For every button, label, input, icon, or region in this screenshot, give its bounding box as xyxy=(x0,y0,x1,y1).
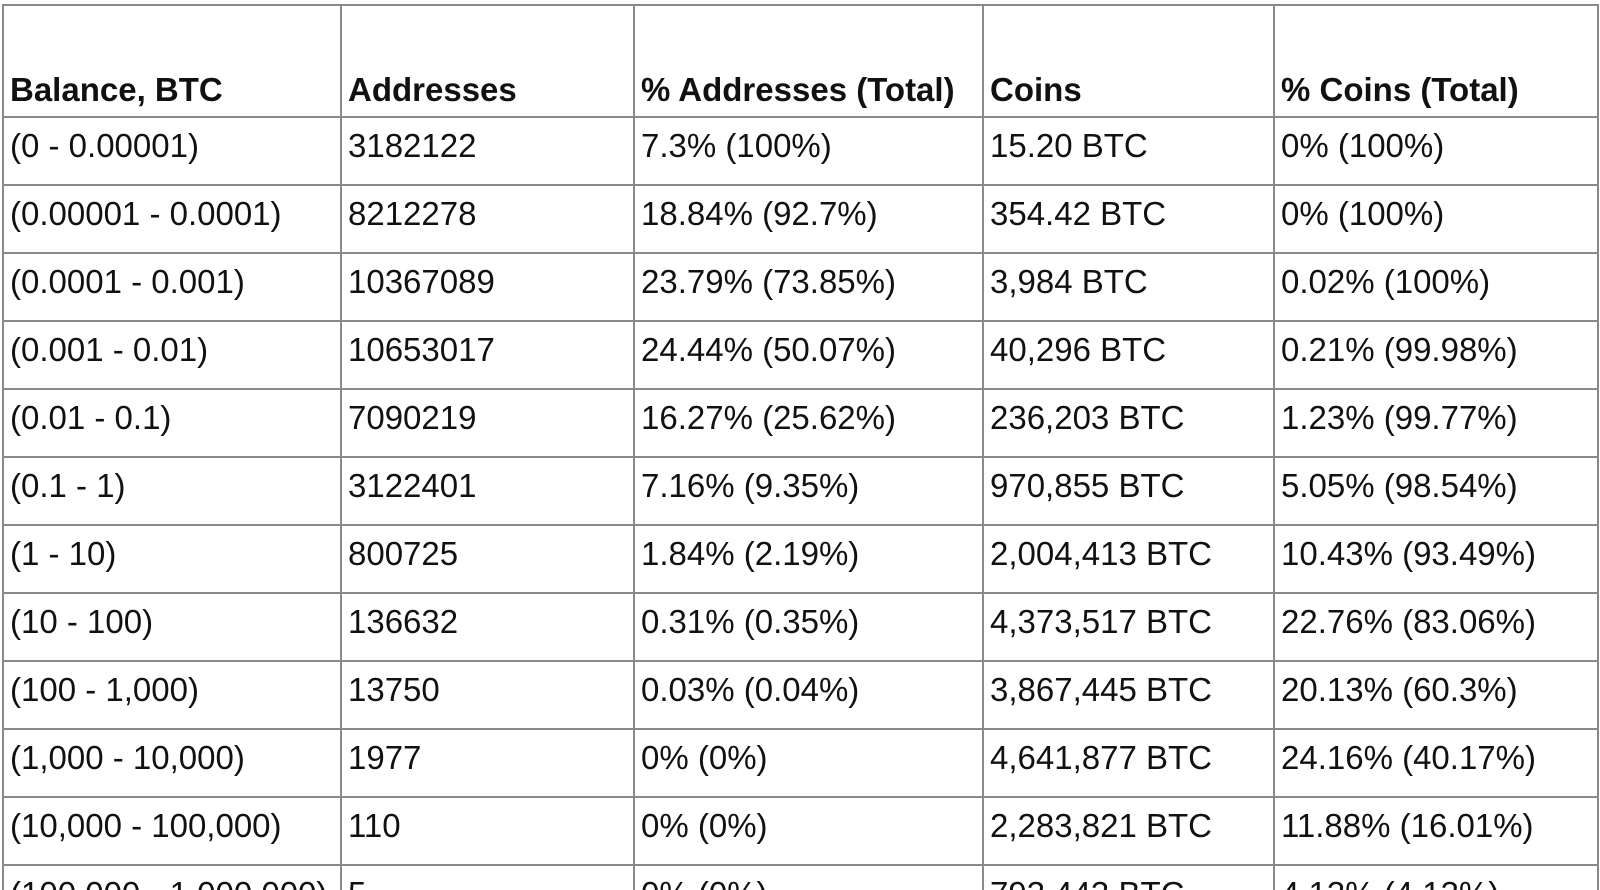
column-header: % Addresses (Total) xyxy=(633,4,984,118)
table-cell: 110 xyxy=(340,796,635,866)
table-row: (0.001 - 0.01) 10653017 24.44% (50.07%) 40,… xyxy=(2,320,1599,390)
table-cell: 0% (0%) xyxy=(633,728,984,798)
table-cell: 3,867,445 BTC xyxy=(982,660,1275,730)
table-cell: 1.23% (99.77%) xyxy=(1273,388,1599,458)
table-cell: 13750 xyxy=(340,660,635,730)
table-cell: 0% (100%) xyxy=(1273,184,1599,254)
table-cell: (100,000 - 1,000,000) xyxy=(2,864,342,890)
table-cell: 3182122 xyxy=(340,116,635,186)
table-cell: 3,984 BTC xyxy=(982,252,1275,322)
table-cell: 236,203 BTC xyxy=(982,388,1275,458)
column-header: % Coins (Total) xyxy=(1273,4,1599,118)
table-cell: 16.27% (25.62%) xyxy=(633,388,984,458)
table-cell: (0.001 - 0.01) xyxy=(2,320,342,390)
table-cell: 970,855 BTC xyxy=(982,456,1275,526)
table-cell: 20.13% (60.3%) xyxy=(1273,660,1599,730)
table-cell: (100 - 1,000) xyxy=(2,660,342,730)
table-cell: 136632 xyxy=(340,592,635,662)
table-row: (0 - 0.00001) 3182122 7.3% (100%) 15.20 BTC… xyxy=(2,116,1599,186)
table-cell: 24.16% (40.17%) xyxy=(1273,728,1599,798)
table-cell: 0% (0%) xyxy=(633,864,984,890)
table-cell: 1977 xyxy=(340,728,635,798)
table-cell: 4,641,877 BTC xyxy=(982,728,1275,798)
header-row: Balance, BTC Addresses% Addresses (Total)… xyxy=(2,4,1599,118)
table-cell: 18.84% (92.7%) xyxy=(633,184,984,254)
table-cell: (0.00001 - 0.0001) xyxy=(2,184,342,254)
table-cell: 7090219 xyxy=(340,388,635,458)
table-body: (0 - 0.00001) 3182122 7.3% (100%) 15.20 BTC… xyxy=(2,116,1599,890)
table-cell: 1.84% (2.19%) xyxy=(633,524,984,594)
table-row: (1,000 - 10,000) 1977 0% (0%) 4,641,877 BTC… xyxy=(2,728,1599,798)
table-cell: 0.03% (0.04%) xyxy=(633,660,984,730)
table-cell: (10,000 - 100,000) xyxy=(2,796,342,866)
table-cell: (0 - 0.00001) xyxy=(2,116,342,186)
table-row: (1 - 10) 800725 1.84% (2.19%) 2,004,413 BTC… xyxy=(2,524,1599,594)
table-cell: 5.05% (98.54%) xyxy=(1273,456,1599,526)
table-cell: (1,000 - 10,000) xyxy=(2,728,342,798)
table-cell: 23.79% (73.85%) xyxy=(633,252,984,322)
table-cell: (0.01 - 0.1) xyxy=(2,388,342,458)
table-row: (0.01 - 0.1) 7090219 16.27% (25.62%) 236,20… xyxy=(2,388,1599,458)
table-cell: 10653017 xyxy=(340,320,635,390)
table-cell: 7.3% (100%) xyxy=(633,116,984,186)
table-row: (0.00001 - 0.0001) 8212278 18.84% (92.7%) 3… xyxy=(2,184,1599,254)
table-cell: 40,296 BTC xyxy=(982,320,1275,390)
table-cell: 0.21% (99.98%) xyxy=(1273,320,1599,390)
table-row: (0.0001 - 0.001) 10367089 23.79% (73.85%) 3… xyxy=(2,252,1599,322)
table-cell: 354.42 BTC xyxy=(982,184,1275,254)
table-cell: 2,283,821 BTC xyxy=(982,796,1275,866)
table-cell: 15.20 BTC xyxy=(982,116,1275,186)
balance-table: Balance, BTC Addresses% Addresses (Total)… xyxy=(2,4,1599,890)
table-cell: 0% (0%) xyxy=(633,796,984,866)
table-cell: 793,443 BTC xyxy=(982,864,1275,890)
table-cell: 22.76% (83.06%) xyxy=(1273,592,1599,662)
table-cell: 0% (100%) xyxy=(1273,116,1599,186)
table-cell: 3122401 xyxy=(340,456,635,526)
table-cell: 0.31% (0.35%) xyxy=(633,592,984,662)
table-row: (100,000 - 1,000,000)50% (0%)793,443 BTC… xyxy=(2,864,1599,890)
table-cell: 10.43% (93.49%) xyxy=(1273,524,1599,594)
table-cell: 8212278 xyxy=(340,184,635,254)
table-cell: 11.88% (16.01%) xyxy=(1273,796,1599,866)
table-row: (10,000 - 100,000) 110 0% (0%) 2,283,821 BT… xyxy=(2,796,1599,866)
table-cell: 4,373,517 BTC xyxy=(982,592,1275,662)
table-row: (100 - 1,000) 13750 0.03% (0.04%) 3,867,445… xyxy=(2,660,1599,730)
table-cell: (1 - 10) xyxy=(2,524,342,594)
table-cell: 10367089 xyxy=(340,252,635,322)
table-cell: (0.1 - 1) xyxy=(2,456,342,526)
table-cell: 0.02% (100%) xyxy=(1273,252,1599,322)
table-row: (0.1 - 1) 3122401 7.16% (9.35%) 970,855 BTC… xyxy=(2,456,1599,526)
table-cell: 800725 xyxy=(340,524,635,594)
column-header: Balance, BTC xyxy=(2,4,342,118)
table-cell: 24.44% (50.07%) xyxy=(633,320,984,390)
table-cell: (10 - 100) xyxy=(2,592,342,662)
table-cell: (0.0001 - 0.001) xyxy=(2,252,342,322)
table-row: (10 - 100) 136632 0.31% (0.35%) 4,373,517 B… xyxy=(2,592,1599,662)
table-cell: 4.13% (4.13%) xyxy=(1273,864,1599,890)
table-cell: 5 xyxy=(340,864,635,890)
column-header: Addresses xyxy=(340,4,635,118)
table-cell: 2,004,413 BTC xyxy=(982,524,1275,594)
table-cell: 7.16% (9.35%) xyxy=(633,456,984,526)
page: {"table": { "header": ["Balance, BTC", "… xyxy=(0,4,1600,890)
column-header: Coins xyxy=(982,4,1275,118)
